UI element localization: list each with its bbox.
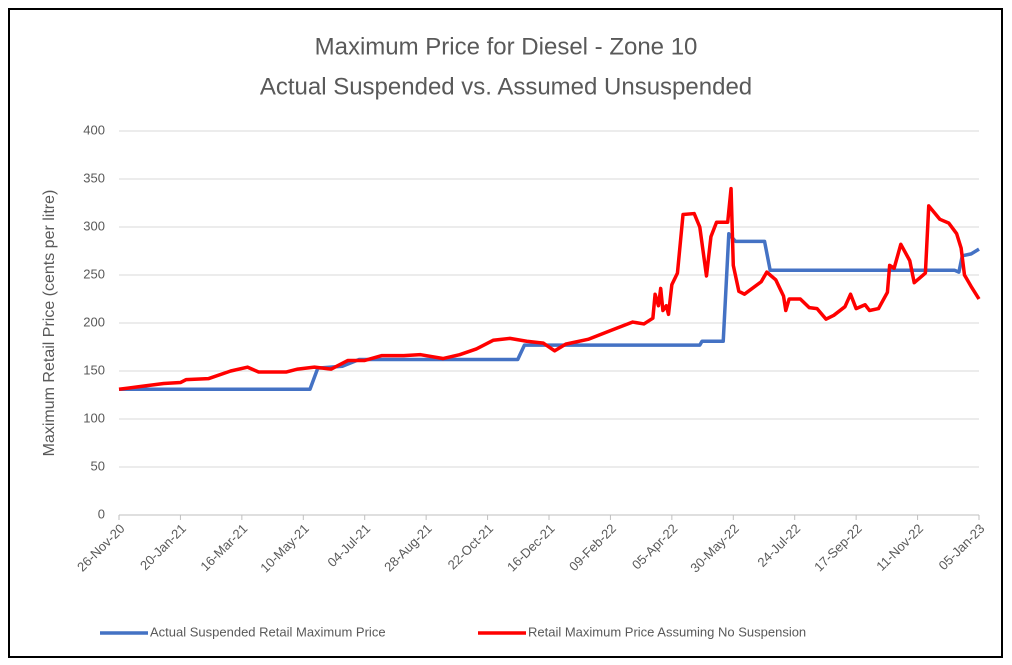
chart-border xyxy=(8,8,1003,658)
legend-label: Retail Maximum Price Assuming No Suspens… xyxy=(528,624,806,639)
y-tick-label: 150 xyxy=(83,362,105,377)
series-line xyxy=(118,186,981,391)
y-tick-label: 200 xyxy=(83,314,105,329)
y-tick-label: 50 xyxy=(91,458,105,473)
y-tick-label: 100 xyxy=(83,410,105,425)
series-line xyxy=(119,231,980,391)
chart-subtitle: Actual Suspended vs. Assumed Unsuspended xyxy=(260,73,752,100)
y-tick-label: 250 xyxy=(83,266,105,281)
y-tick-label: 400 xyxy=(83,122,105,137)
y-tick-label: 0 xyxy=(98,506,105,521)
y-tick-label: 300 xyxy=(83,218,105,233)
chart-title: Maximum Price for Diesel - Zone 10 xyxy=(315,33,698,60)
legend-label: Actual Suspended Retail Maximum Price xyxy=(150,624,386,639)
y-axis-label: Maximum Retail Price (cents per litre) xyxy=(41,190,58,457)
y-tick-label: 350 xyxy=(83,170,105,185)
